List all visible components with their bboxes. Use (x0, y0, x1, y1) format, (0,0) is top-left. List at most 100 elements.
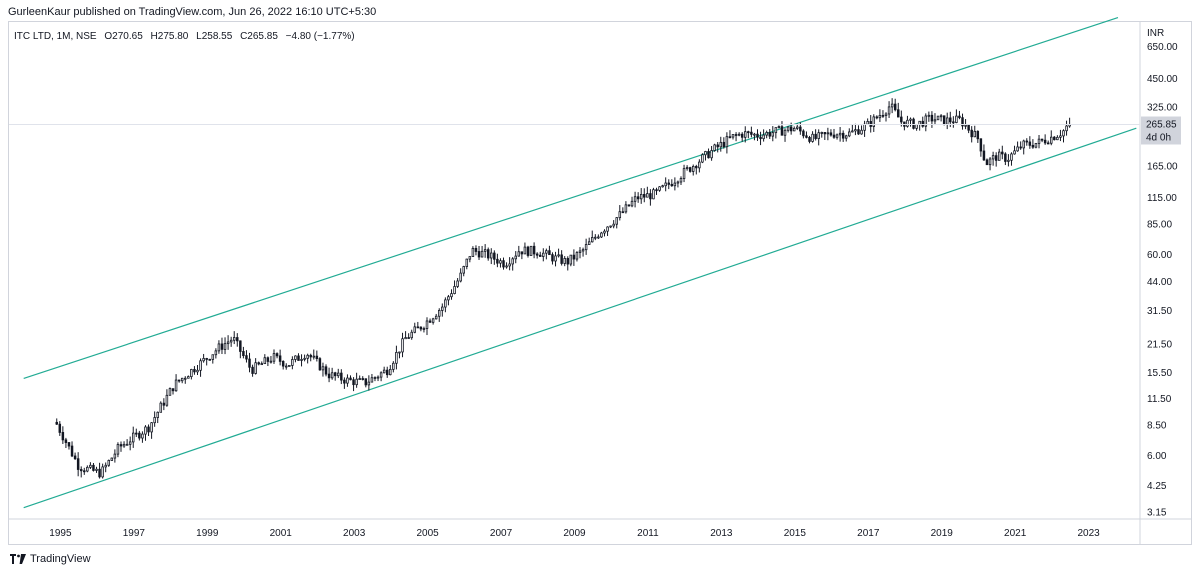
candle-body (789, 126, 793, 132)
candle (893, 98, 897, 112)
candle (141, 431, 144, 443)
candle (260, 361, 264, 366)
candle-body (890, 103, 894, 108)
candle (382, 366, 386, 374)
candle (979, 138, 983, 157)
x-tick-label: 2017 (857, 528, 880, 539)
candle-body (575, 252, 579, 260)
candle-body (1010, 153, 1013, 161)
candle-body (168, 388, 172, 396)
candle (1013, 145, 1016, 155)
candle (854, 123, 857, 136)
candle (897, 102, 900, 118)
candle (138, 430, 141, 441)
candle (945, 112, 949, 130)
candle-body (777, 126, 781, 129)
chart-pane[interactable] (8, 21, 1192, 545)
candle-body (691, 166, 695, 172)
candle (499, 258, 502, 268)
footer-brand[interactable]: TradingView (10, 553, 91, 565)
candle-body (860, 129, 863, 135)
candle (318, 357, 322, 371)
candle (110, 457, 114, 461)
candle (802, 129, 805, 139)
candle-body (73, 455, 77, 460)
candle (915, 124, 918, 131)
candle (829, 129, 833, 137)
candle (343, 377, 346, 389)
candle (165, 389, 169, 407)
candle-body (1028, 141, 1032, 146)
candle-body (832, 134, 836, 138)
candle-body (915, 124, 918, 129)
candle (967, 124, 970, 134)
candle-body (863, 123, 866, 131)
candle-body (260, 363, 264, 366)
candle (434, 313, 438, 320)
candle-body (851, 130, 854, 133)
candle-body (55, 421, 58, 425)
candle-body (967, 124, 970, 131)
candle-body (428, 320, 432, 323)
legend-close: C265.85 (240, 31, 278, 42)
candle (502, 257, 505, 270)
candle-body (679, 178, 683, 183)
candle-body (676, 181, 680, 184)
candle (688, 166, 692, 173)
candle (1010, 152, 1013, 166)
candle-body (410, 331, 413, 339)
candle-body (312, 355, 316, 358)
candle (643, 188, 646, 203)
candle (762, 129, 765, 142)
candle-body (655, 189, 658, 192)
candle (229, 336, 233, 347)
candle (199, 358, 202, 377)
candle (147, 424, 150, 437)
candle-body (434, 315, 438, 320)
candle-body (979, 138, 983, 152)
time-axis[interactable]: 1995 1997 1999 2001 2003 2005 2007 2009 2011 2013… (9, 518, 1191, 539)
candle-body (615, 217, 618, 225)
candle (1056, 135, 1059, 141)
candle (248, 352, 251, 373)
candle (232, 331, 236, 345)
candle-body (802, 130, 805, 137)
candle-body (1037, 138, 1041, 144)
candle (309, 353, 312, 362)
candle (174, 374, 178, 392)
candle (725, 132, 729, 154)
candle-body (695, 166, 698, 169)
candle-body (526, 246, 530, 256)
candle (278, 349, 282, 366)
candle (376, 375, 380, 382)
candle (691, 164, 695, 176)
candle (701, 153, 704, 164)
candle-body (141, 433, 144, 439)
y-tick-label: 85.00 (1147, 220, 1172, 231)
candle (1001, 145, 1004, 160)
candle-body (673, 182, 677, 187)
candle (263, 354, 267, 365)
candle-body (67, 442, 71, 447)
candle (266, 356, 270, 367)
y-tick-label: 325.00 (1147, 102, 1178, 113)
candle (597, 234, 600, 239)
candle (389, 365, 392, 376)
candle-body (128, 441, 132, 445)
candle-body (309, 354, 312, 358)
candle-body (285, 365, 288, 368)
candle (900, 110, 903, 127)
candle-body (1043, 139, 1047, 144)
candle (128, 436, 132, 451)
candle (554, 251, 557, 267)
candle (649, 189, 652, 206)
price-axis[interactable]: INR 650.00450.00325.00240.00165.00115.00… (1139, 22, 1178, 544)
candle (676, 180, 680, 188)
candle-body (135, 432, 138, 435)
trend-channel (23, 16, 1137, 509)
candle (242, 346, 245, 359)
candle (425, 317, 429, 336)
candle (777, 125, 781, 129)
candle-body (174, 379, 178, 392)
